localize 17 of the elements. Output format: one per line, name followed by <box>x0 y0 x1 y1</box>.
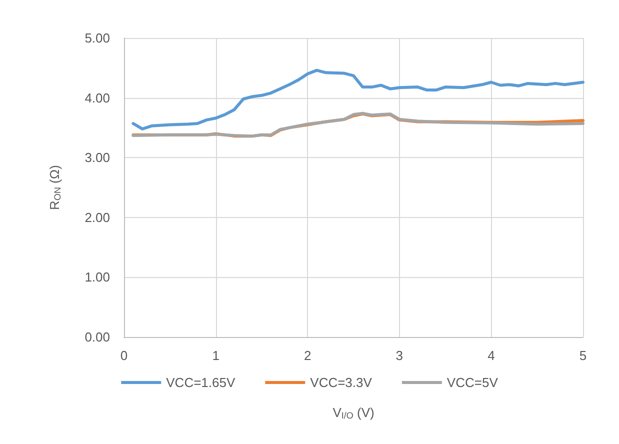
y-tick-label: 5.00 <box>84 30 110 46</box>
line-series <box>132 68 584 130</box>
legend-label: VCC=1.65V <box>166 375 236 390</box>
x-tick-label: 4 <box>488 348 495 363</box>
y-tick-label: 2.00 <box>84 210 110 225</box>
x-tick-label: 2 <box>304 348 312 363</box>
y-tick-label: 1.00 <box>84 270 110 285</box>
y-tick-label: 4.00 <box>84 90 110 106</box>
x-tick-label: 1 <box>212 348 220 363</box>
y-tick-label: 0.00 <box>84 330 110 344</box>
x-tick-label: 0 <box>120 348 128 363</box>
y-axis-title: RON (Ω) <box>47 165 62 210</box>
y-tick-label: 3.00 <box>84 150 110 166</box>
legend-label: VCC=5V <box>446 375 498 390</box>
x-tick-label: 5 <box>579 348 587 363</box>
legend-label: VCC=3.3V <box>310 375 372 390</box>
x-tick-label: 3 <box>396 348 404 363</box>
